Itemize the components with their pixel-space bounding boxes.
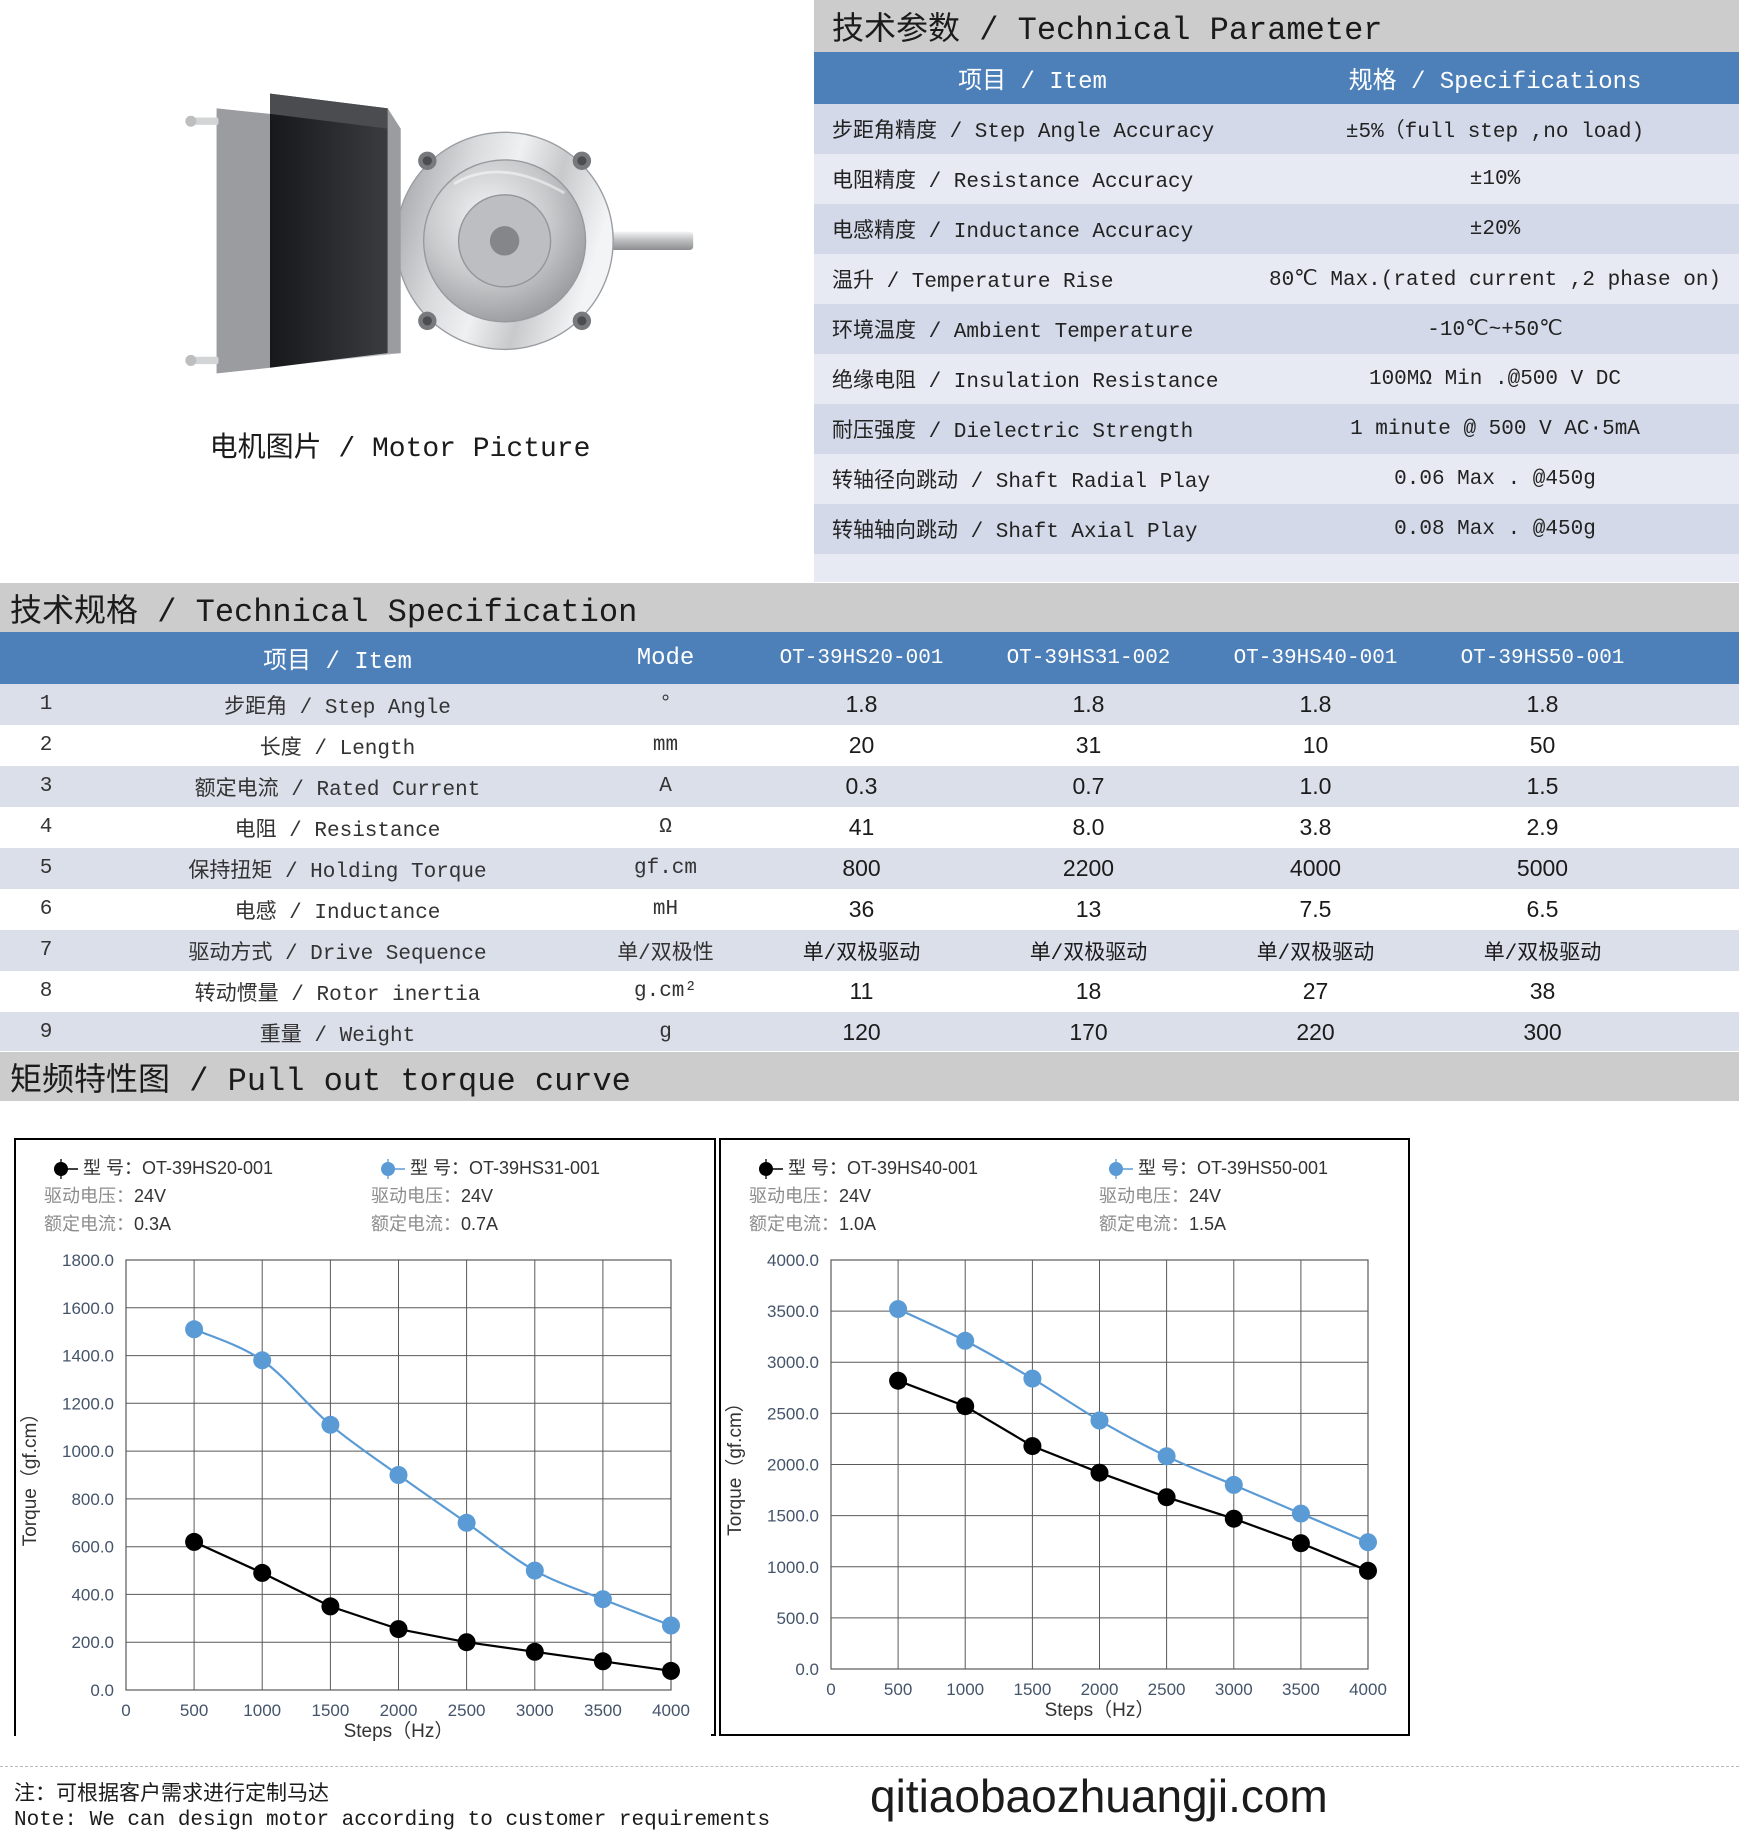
svg-text:800.0: 800.0 <box>71 1490 114 1509</box>
svg-text:2500.0: 2500.0 <box>767 1404 819 1423</box>
svg-text:2000.0: 2000.0 <box>767 1456 819 1475</box>
svg-text:2500: 2500 <box>1148 1680 1186 1699</box>
svg-text:0.0: 0.0 <box>795 1660 819 1679</box>
svg-text:2000: 2000 <box>380 1701 418 1720</box>
svg-text:500.0: 500.0 <box>776 1609 819 1628</box>
svg-text:1200.0: 1200.0 <box>62 1394 114 1413</box>
svg-text:Torque（gf.cm）: Torque（gf.cm） <box>724 1393 746 1536</box>
svg-text:1000: 1000 <box>946 1680 984 1699</box>
svg-text:3500: 3500 <box>584 1701 622 1720</box>
svg-text:500: 500 <box>884 1680 912 1699</box>
svg-text:400.0: 400.0 <box>71 1585 114 1604</box>
svg-text:1500.0: 1500.0 <box>767 1507 819 1526</box>
svg-text:3500: 3500 <box>1282 1680 1320 1699</box>
svg-text:4000: 4000 <box>1349 1680 1387 1699</box>
svg-text:1500: 1500 <box>1013 1680 1051 1699</box>
svg-text:3000.0: 3000.0 <box>767 1353 819 1372</box>
svg-text:Torque（gf.cm）: Torque（gf.cm） <box>19 1404 41 1547</box>
svg-text:Steps（Hz）: Steps（Hz） <box>344 1720 454 1742</box>
svg-text:4000: 4000 <box>652 1701 690 1720</box>
svg-text:3000: 3000 <box>516 1701 554 1720</box>
svg-text:0: 0 <box>826 1680 835 1699</box>
svg-text:1600.0: 1600.0 <box>62 1299 114 1318</box>
svg-text:200.0: 200.0 <box>71 1633 114 1652</box>
svg-text:1000.0: 1000.0 <box>767 1558 819 1577</box>
svg-text:2000: 2000 <box>1081 1680 1119 1699</box>
svg-text:Steps（Hz）: Steps（Hz） <box>1045 1699 1155 1721</box>
svg-text:1500: 1500 <box>311 1701 349 1720</box>
svg-text:600.0: 600.0 <box>71 1538 114 1557</box>
svg-text:0.0: 0.0 <box>90 1681 114 1700</box>
svg-text:1000.0: 1000.0 <box>62 1442 114 1461</box>
svg-text:3500.0: 3500.0 <box>767 1302 819 1321</box>
svg-text:1000: 1000 <box>243 1701 281 1720</box>
svg-text:1800.0: 1800.0 <box>62 1251 114 1270</box>
svg-text:2500: 2500 <box>448 1701 486 1720</box>
svg-text:4000.0: 4000.0 <box>767 1251 819 1270</box>
svg-text:0: 0 <box>121 1701 130 1720</box>
svg-text:500: 500 <box>180 1701 208 1720</box>
svg-text:3000: 3000 <box>1215 1680 1253 1699</box>
svg-text:1400.0: 1400.0 <box>62 1347 114 1366</box>
